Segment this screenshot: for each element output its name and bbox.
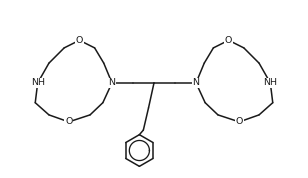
Text: N: N	[192, 78, 200, 87]
Text: O: O	[65, 117, 72, 126]
Text: N: N	[108, 78, 116, 87]
Text: O: O	[236, 117, 243, 126]
Text: O: O	[225, 36, 232, 45]
Text: NH: NH	[263, 78, 277, 87]
Text: NH: NH	[31, 78, 45, 87]
Text: O: O	[76, 36, 83, 45]
